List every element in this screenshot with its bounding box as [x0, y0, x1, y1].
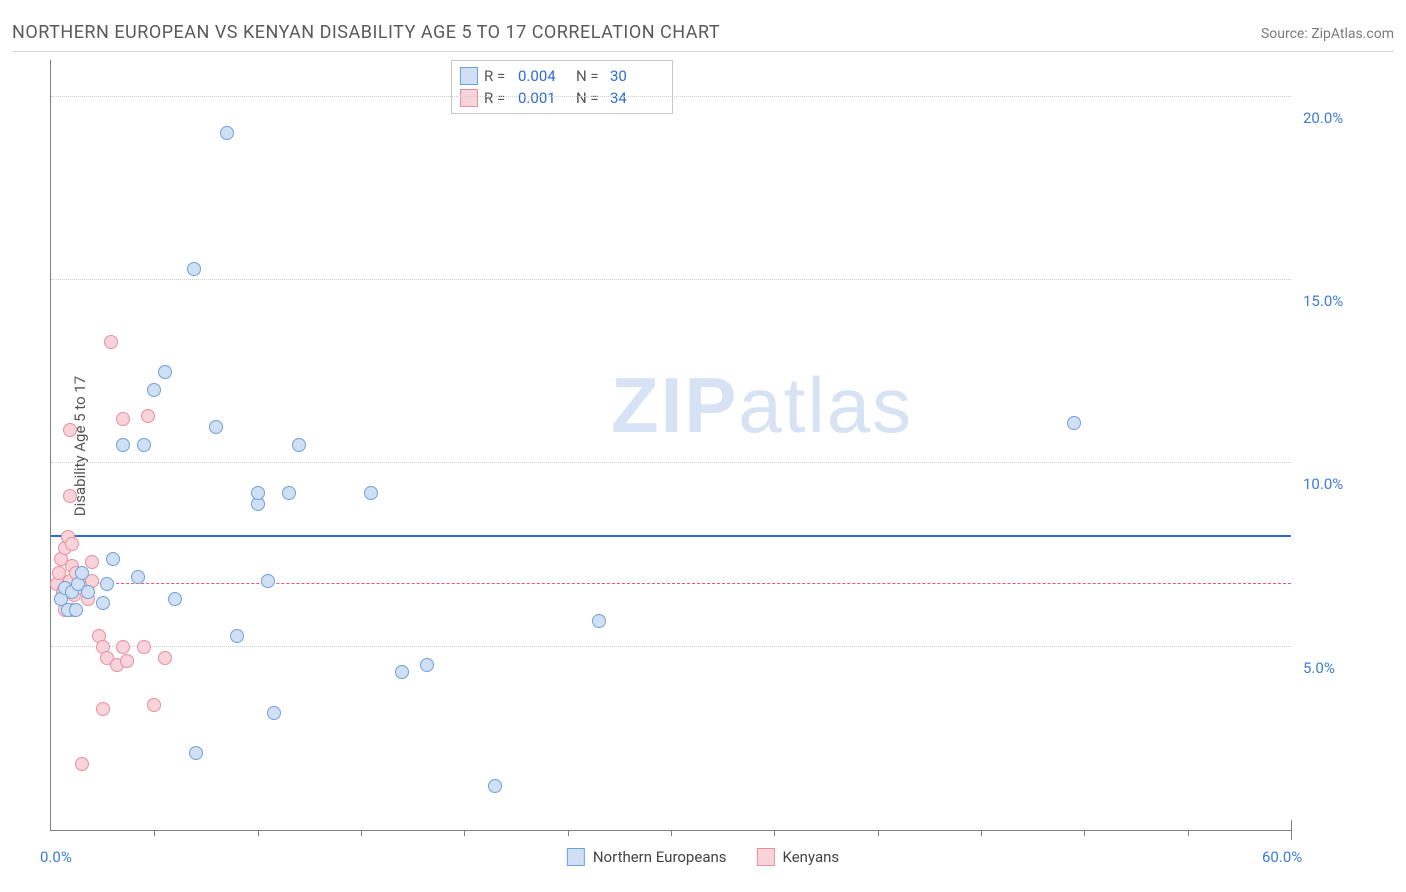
swatch-b-icon	[757, 848, 775, 866]
x-tick	[464, 830, 465, 836]
point-kenyan	[116, 640, 130, 654]
legend-label-a: Northern Europeans	[593, 848, 727, 866]
point-northern-european	[81, 585, 95, 599]
point-kenyan	[147, 698, 161, 712]
point-northern-european	[106, 552, 120, 566]
point-northern-european	[96, 596, 110, 610]
point-northern-european	[420, 658, 434, 672]
watermark: ZIPatlas	[611, 360, 913, 451]
chart-title: NORTHERN EUROPEAN VS KENYAN DISABILITY A…	[12, 22, 720, 43]
y-tick-label: 5.0%	[1303, 659, 1335, 677]
plot-area: ZIPatlas R = 0.004 N = 30 R = 0.001 N = …	[50, 60, 1291, 831]
x-tick	[361, 830, 362, 836]
point-northern-european	[100, 577, 114, 591]
legend-row-b: R = 0.001 N = 34	[460, 87, 662, 109]
point-kenyan	[96, 702, 110, 716]
legend-item-a: Northern Europeans	[567, 848, 727, 866]
point-northern-european	[364, 486, 378, 500]
swatch-b-icon	[460, 89, 478, 107]
point-kenyan	[137, 640, 151, 654]
point-northern-european	[147, 383, 161, 397]
point-northern-european	[131, 570, 145, 584]
x-axis-end-label: 60.0%	[1262, 848, 1302, 866]
point-northern-european	[187, 262, 201, 276]
legend-item-b: Kenyans	[757, 848, 840, 866]
point-kenyan	[75, 757, 89, 771]
point-kenyan	[116, 412, 130, 426]
y-tick-label: 20.0%	[1303, 109, 1343, 127]
point-northern-european	[292, 438, 306, 452]
y-tick-label: 15.0%	[1303, 292, 1343, 310]
point-northern-european	[158, 365, 172, 379]
gridline	[51, 279, 1291, 280]
point-northern-european	[282, 486, 296, 500]
point-kenyan	[141, 409, 155, 423]
gridline	[51, 646, 1291, 647]
point-northern-european	[1067, 416, 1081, 430]
gridline	[51, 96, 1291, 97]
x-tick	[258, 830, 259, 836]
title-bar: NORTHERN EUROPEAN VS KENYAN DISABILITY A…	[12, 22, 1394, 52]
source-label: Source: ZipAtlas.com	[1261, 26, 1394, 42]
point-northern-european	[69, 603, 83, 617]
x-tick	[878, 830, 879, 836]
point-kenyan	[85, 555, 99, 569]
trend-line-b	[51, 583, 1291, 584]
x-tick	[981, 830, 982, 836]
point-northern-european	[488, 779, 502, 793]
swatch-a-icon	[567, 848, 585, 866]
point-kenyan	[63, 423, 77, 437]
point-northern-european	[251, 486, 265, 500]
point-kenyan	[120, 654, 134, 668]
swatch-a-icon	[460, 67, 478, 85]
point-northern-european	[137, 438, 151, 452]
point-northern-european	[230, 629, 244, 643]
point-northern-european	[592, 614, 606, 628]
point-northern-european	[75, 566, 89, 580]
point-northern-european	[116, 438, 130, 452]
point-kenyan	[63, 489, 77, 503]
x-tick	[1084, 830, 1085, 836]
point-northern-european	[261, 574, 275, 588]
x-tick	[568, 830, 569, 836]
point-northern-european	[395, 665, 409, 679]
legend-series: Northern Europeans Kenyans	[567, 848, 839, 866]
x-tick	[671, 830, 672, 836]
x-tick	[154, 830, 155, 836]
point-kenyan	[158, 651, 172, 665]
legend-label-b: Kenyans	[783, 848, 840, 866]
point-kenyan	[104, 335, 118, 349]
point-northern-european	[209, 420, 223, 434]
y-tick-label: 10.0%	[1303, 475, 1343, 493]
x-axis-start-label: 0.0%	[40, 848, 72, 866]
point-northern-european	[189, 746, 203, 760]
legend-correlation: R = 0.004 N = 30 R = 0.001 N = 34	[451, 60, 673, 114]
point-northern-european	[168, 592, 182, 606]
x-tick	[1291, 830, 1292, 836]
point-northern-european	[220, 126, 234, 140]
point-kenyan	[65, 537, 79, 551]
x-tick	[774, 830, 775, 836]
trend-line-a	[51, 535, 1291, 537]
x-tick	[1188, 830, 1189, 836]
legend-row-a: R = 0.004 N = 30	[460, 65, 662, 87]
point-northern-european	[267, 706, 281, 720]
gridline	[51, 462, 1291, 463]
